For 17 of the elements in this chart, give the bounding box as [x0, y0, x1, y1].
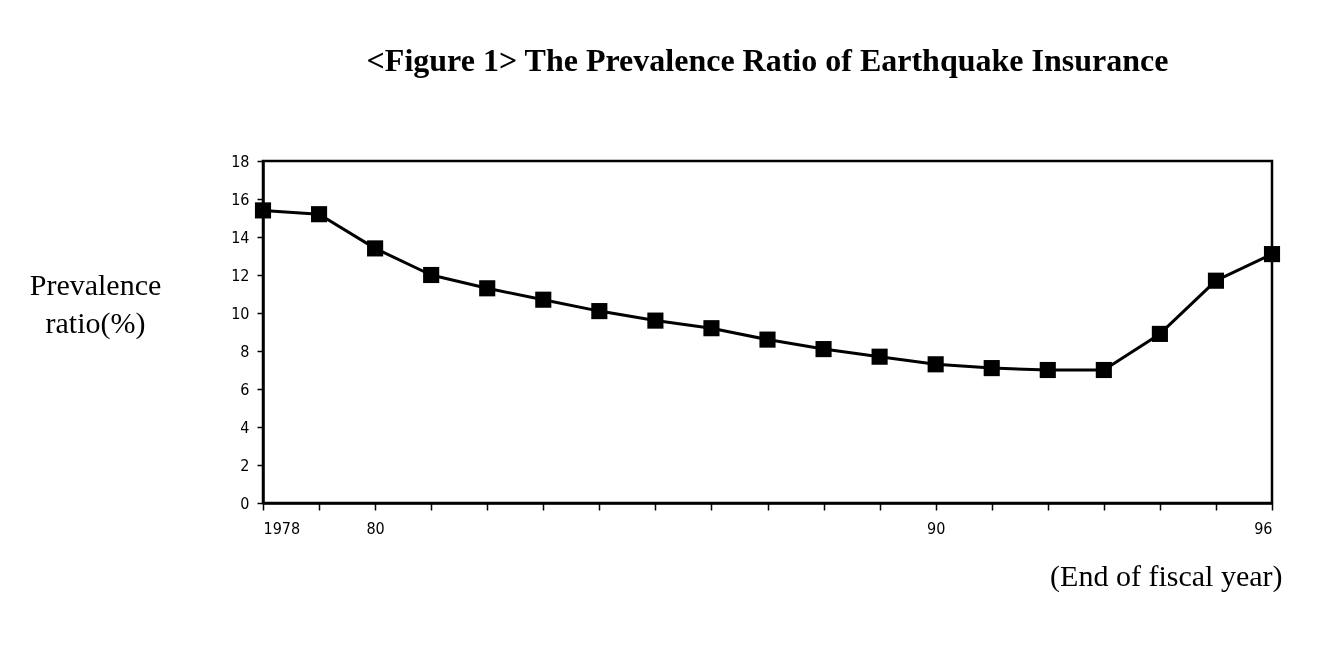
y-tick-label: 4	[240, 417, 250, 437]
y-axis-title: Prevalence ratio(%)	[29, 267, 162, 340]
y-tick-label: 6	[240, 379, 250, 399]
y-tick-label: 10	[231, 303, 250, 323]
y-tick-label: 0	[240, 493, 250, 513]
x-tick-label: 1978	[263, 518, 301, 538]
y-tick-label: 14	[231, 227, 250, 247]
y-tick-label: 16	[231, 189, 250, 209]
y-tick-label: 2	[240, 455, 250, 475]
x-tick-label: 90	[927, 518, 946, 538]
y-tick-label: 18	[231, 151, 250, 171]
x-axis-title: (End of fiscal year)	[1050, 558, 1283, 593]
y-tick-label: 12	[231, 265, 250, 285]
x-tick-label: 96	[1254, 518, 1273, 538]
x-tick-label: 80	[366, 518, 385, 538]
y-tick-label: 8	[240, 341, 250, 361]
chart-title: <Figure 1> The Prevalence Ratio of Earthquake Insurance	[366, 42, 1169, 78]
